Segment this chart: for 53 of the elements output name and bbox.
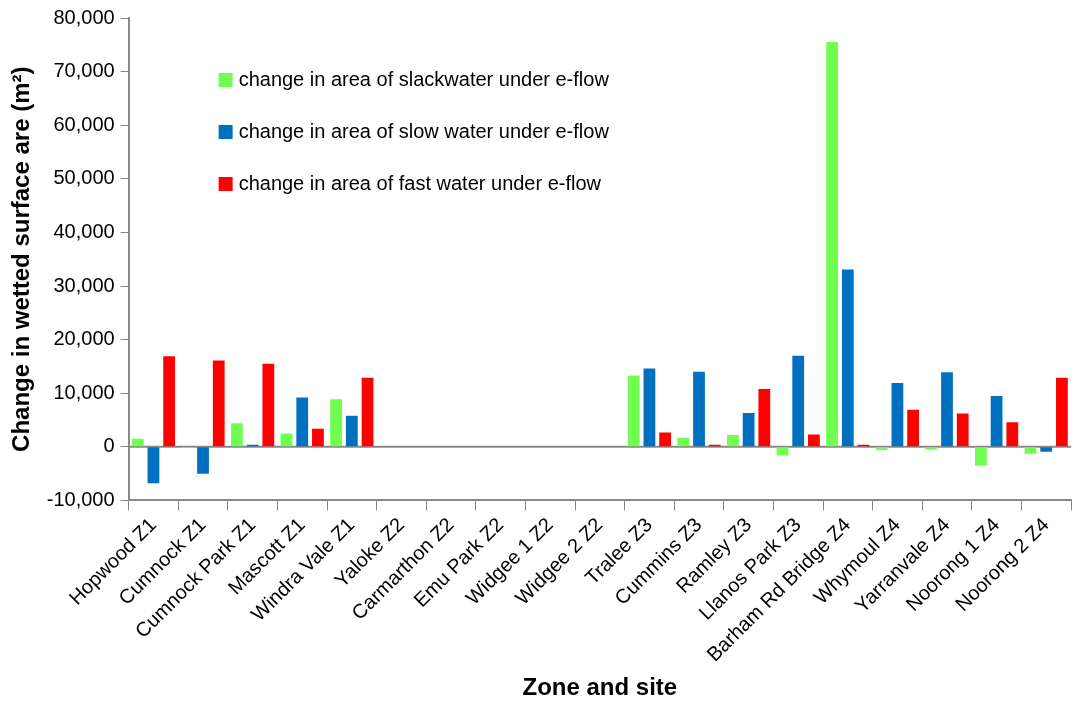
legend-label: change in area of slow water under e-flow (238, 119, 610, 142)
bar (262, 363, 275, 447)
bar (841, 269, 854, 447)
bar (312, 428, 324, 447)
bar (1056, 377, 1068, 447)
bar (941, 372, 953, 447)
legend-label: change in area of slackwater under e-flow (238, 67, 610, 90)
y-tick-label: 50,000 (53, 166, 115, 189)
bar (296, 397, 309, 447)
y-tick-label: 10,000 (53, 380, 115, 403)
bar (361, 377, 374, 447)
bar (1040, 447, 1053, 452)
bar (1006, 422, 1019, 447)
bar (808, 434, 820, 447)
y-axis-title: Change in wetted surface are (m²) (7, 66, 35, 452)
y-tick-label: -10,000 (46, 487, 115, 510)
y-tick-label: 70,000 (53, 59, 115, 82)
bar (643, 368, 656, 447)
bar (197, 447, 209, 474)
y-tick-label: 60,000 (53, 112, 115, 135)
y-tick-label: 80,000 (53, 5, 115, 28)
bar (891, 383, 904, 447)
bar (792, 355, 805, 447)
bar (975, 447, 987, 466)
bar (776, 447, 789, 456)
y-tick-label: 0 (103, 434, 115, 457)
bar (147, 447, 160, 484)
x-axis-title: Zone and site (522, 673, 678, 701)
legend-label: change in area of fast water under e-flow (238, 171, 602, 194)
bar (693, 371, 705, 447)
bar (990, 395, 1003, 447)
bar (345, 415, 358, 447)
bar (956, 413, 969, 447)
bar (212, 360, 225, 447)
bar (330, 399, 343, 447)
bar (826, 42, 838, 447)
y-tick-label: 40,000 (53, 219, 115, 242)
bar (925, 447, 938, 450)
bar (758, 388, 771, 447)
bar (727, 435, 739, 447)
bar (907, 409, 919, 447)
bar (1024, 447, 1037, 454)
bar (627, 375, 640, 447)
bar (742, 413, 755, 447)
bar (875, 447, 888, 451)
bar (659, 432, 672, 447)
y-tick-label: 30,000 (53, 273, 115, 296)
bar (163, 356, 176, 447)
y-tick-label: 20,000 (53, 327, 115, 350)
bar (231, 423, 243, 447)
bar (677, 437, 690, 447)
bar (280, 433, 293, 447)
bar (131, 438, 144, 447)
